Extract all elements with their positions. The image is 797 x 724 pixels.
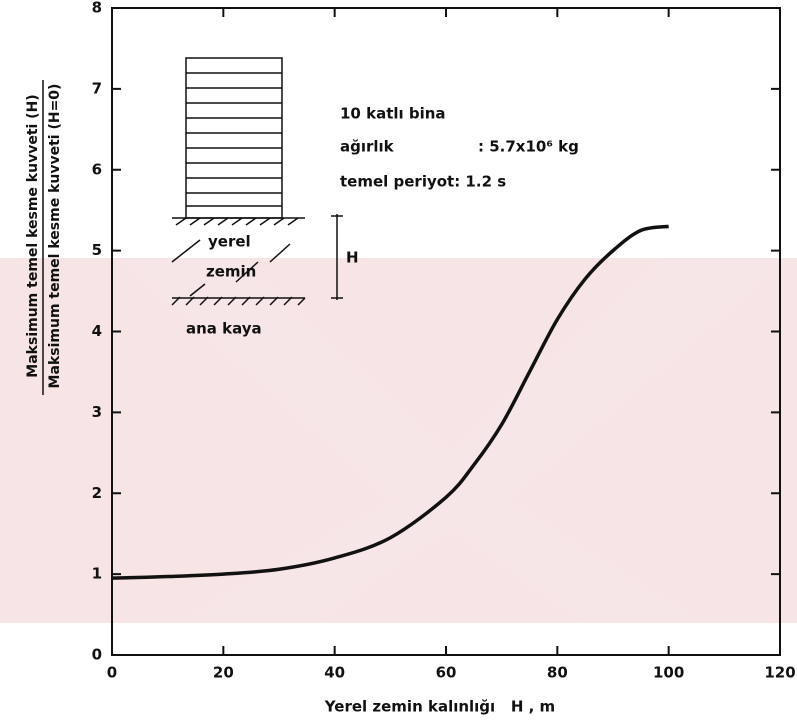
x-tick-label: 0 <box>107 664 117 682</box>
y-tick-label: 3 <box>92 403 102 421</box>
y-label-numerator: Maksimum temel kesme kuvveti (H) <box>25 94 41 377</box>
floor-lines <box>186 72 282 207</box>
y-tick-label: 2 <box>92 484 102 502</box>
annotation: ana kaya <box>186 320 262 338</box>
annotation: temel periyot: 1.2 s <box>340 173 506 191</box>
y-tick-label: 6 <box>92 160 102 178</box>
data-line <box>111 224 669 580</box>
annotation: : 5.7x10⁶ kg <box>478 138 579 156</box>
y-tick-label: 0 <box>92 646 102 664</box>
building-diagram <box>171 57 343 306</box>
soil-hatch <box>171 239 291 297</box>
watermark-shape <box>120 260 790 620</box>
y-tick-label: 1 <box>92 565 102 583</box>
y-tick-label: 7 <box>92 79 102 97</box>
x-label: Yerel zemin kalınlığı H , m <box>324 698 555 716</box>
x-tick-label: 40 <box>324 664 345 682</box>
annotation: ağırlık <box>340 138 395 156</box>
x-tick-label: 60 <box>436 664 457 682</box>
annotation: 10 katlı bina <box>340 105 446 123</box>
y-tick-label: 5 <box>92 241 102 259</box>
y-tick-label: 4 <box>92 322 102 340</box>
h-dimension <box>331 214 343 300</box>
y-label-denominator: Maksimum temel kesme kuvveti (H=0) <box>47 84 63 389</box>
annotation: yerel <box>208 233 251 251</box>
watermark-band <box>0 258 797 623</box>
watermark <box>0 258 797 623</box>
x-tick-label: 100 <box>653 664 684 682</box>
rock-hatch <box>171 296 306 306</box>
annotation: zemin <box>206 263 256 281</box>
x-tick-label: 120 <box>764 664 795 682</box>
watermark-x <box>120 260 790 620</box>
ground-hatch <box>175 217 299 226</box>
x-tick-label: 80 <box>547 664 568 682</box>
annotation: H <box>346 249 359 267</box>
building <box>185 57 283 219</box>
x-tick-label: 20 <box>213 664 234 682</box>
y-tick-label: 8 <box>92 0 102 17</box>
